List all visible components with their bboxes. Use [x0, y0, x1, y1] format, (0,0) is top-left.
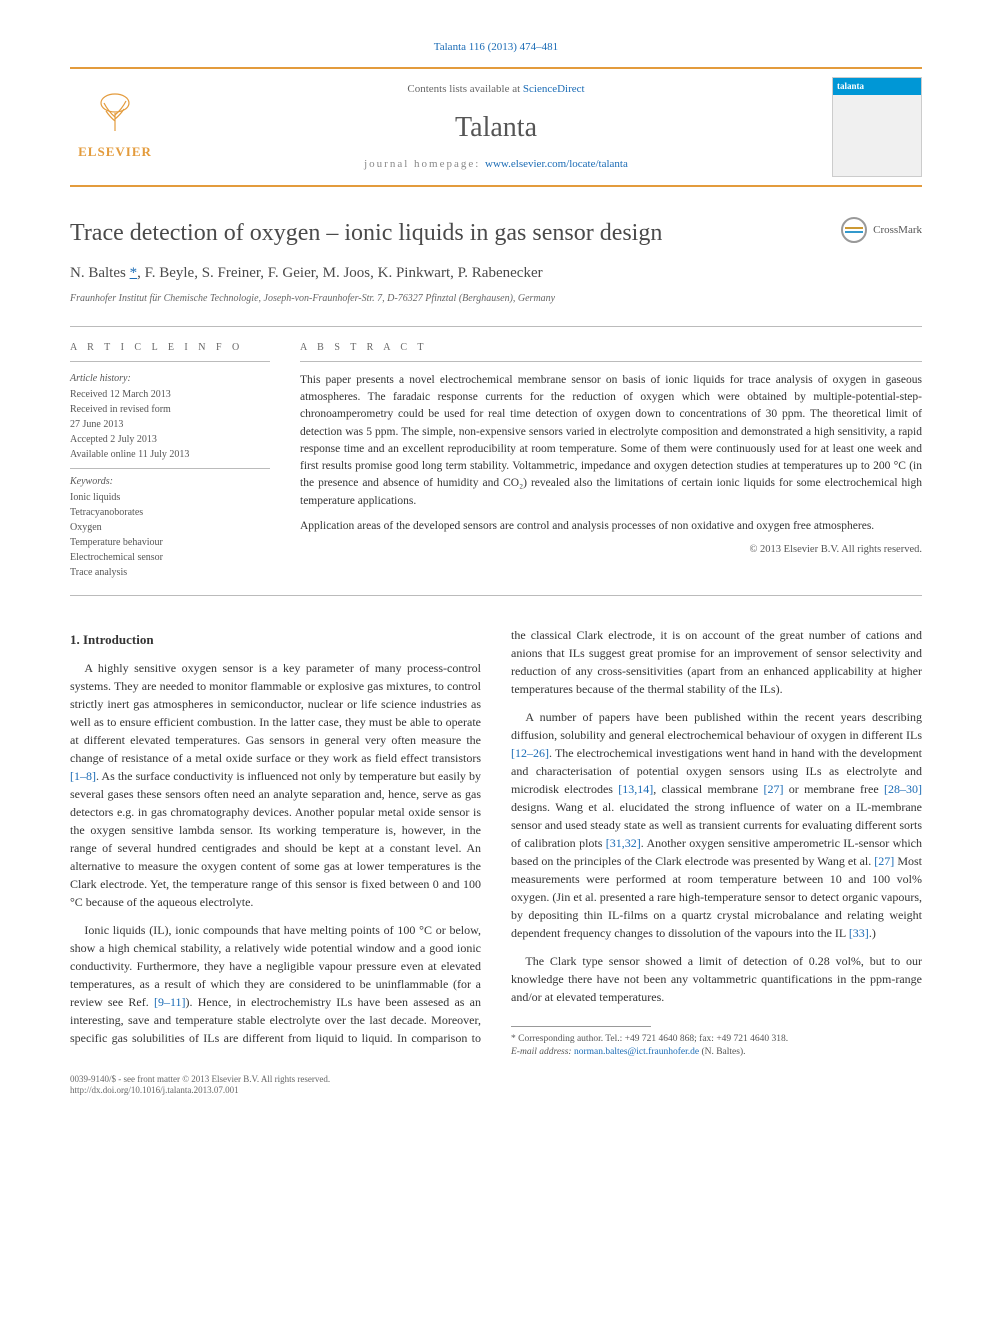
cover-thumbnail: talanta [832, 77, 922, 177]
section-heading-intro: 1. Introduction [70, 630, 481, 650]
journal-name: Talanta [160, 108, 832, 147]
meta-abstract-row: A R T I C L E I N F O Article history: R… [70, 326, 922, 596]
body-text: 1. Introduction A highly sensitive oxyge… [70, 626, 922, 1060]
homepage-prefix: journal homepage: [364, 158, 485, 170]
keyword: Electrochemical sensor [70, 551, 270, 565]
footnote-separator [511, 1026, 651, 1027]
front-matter-line: 0039-9140/$ - see front matter © 2013 El… [70, 1074, 922, 1086]
publisher-name: ELSEVIER [70, 143, 160, 161]
ref-link[interactable]: [31,32] [606, 836, 641, 850]
body-para: A highly sensitive oxygen sensor is a ke… [70, 659, 481, 911]
body-text-span: or membrane free [783, 782, 884, 796]
history-label: Article history: [70, 372, 270, 386]
crossmark-badge[interactable]: CrossMark [841, 217, 922, 243]
contents-line: Contents lists available at ScienceDirec… [160, 82, 832, 97]
history-line: Available online 11 July 2013 [70, 448, 270, 462]
homepage-line: journal homepage: www.elsevier.com/locat… [160, 157, 832, 172]
paper-title: Trace detection of oxygen – ionic liquid… [70, 217, 821, 251]
email-link[interactable]: norman.baltes@ict.fraunhofer.de [574, 1047, 699, 1057]
author-primary: N. Baltes [70, 265, 130, 281]
sciencedirect-link[interactable]: ScienceDirect [523, 83, 585, 95]
footnote-corr: * Corresponding author. Tel.: +49 721 46… [511, 1033, 922, 1046]
ref-link[interactable]: [1–8] [70, 769, 96, 783]
ref-link[interactable]: [9–11] [154, 995, 186, 1009]
keyword: Ionic liquids [70, 491, 270, 505]
abstract: A B S T R A C T This paper presents a no… [300, 341, 922, 581]
abstract-copyright: © 2013 Elsevier B.V. All rights reserved… [300, 543, 922, 558]
homepage-link[interactable]: www.elsevier.com/locate/talanta [485, 158, 628, 170]
body-para: A number of papers have been published w… [511, 708, 922, 942]
body-text-span: A highly sensitive oxygen sensor is a ke… [70, 661, 481, 765]
doi-line: http://dx.doi.org/10.1016/j.talanta.2013… [70, 1085, 922, 1097]
banner-center: Contents lists available at ScienceDirec… [160, 82, 832, 172]
abstract-p2: Application areas of the developed senso… [300, 518, 922, 535]
body-text-span: A number of papers have been published w… [511, 710, 922, 742]
crossmark-icon [841, 217, 867, 243]
article-info-heading: A R T I C L E I N F O [70, 341, 270, 362]
elsevier-tree-icon [70, 93, 160, 139]
header-citation: Talanta 116 (2013) 474–481 [70, 40, 922, 55]
ref-link[interactable]: [28–30] [884, 782, 922, 796]
corresponding-marker[interactable]: * [130, 265, 138, 281]
journal-cover: talanta [832, 77, 922, 177]
affiliation: Fraunhofer Institut für Chemische Techno… [70, 292, 922, 306]
body-text-span: , classical membrane [653, 782, 763, 796]
body-text-span: .) [869, 926, 876, 940]
cover-brand-label: talanta [833, 78, 921, 95]
author-list: N. Baltes *, F. Beyle, S. Freiner, F. Ge… [70, 263, 922, 284]
history-line: Received 12 March 2013 [70, 388, 270, 402]
crossmark-label: CrossMark [873, 223, 922, 238]
corresponding-footnote: * Corresponding author. Tel.: +49 721 46… [511, 1033, 922, 1060]
ref-link[interactable]: [27] [763, 782, 783, 796]
email-suffix: (N. Baltes). [699, 1047, 745, 1057]
journal-banner: ELSEVIER Contents lists available at Sci… [70, 67, 922, 187]
publisher-logo: ELSEVIER [70, 93, 160, 161]
abstract-heading: A B S T R A C T [300, 341, 922, 362]
history-line: Accepted 2 July 2013 [70, 433, 270, 447]
keyword: Trace analysis [70, 566, 270, 580]
authors-rest: , F. Beyle, S. Freiner, F. Geier, M. Joo… [137, 265, 543, 281]
abstract-p1: This paper presents a novel electrochemi… [300, 372, 922, 510]
ref-link[interactable]: [13,14] [618, 782, 653, 796]
ref-link[interactable]: [33] [849, 926, 869, 940]
footnote-email: E-mail address: norman.baltes@ict.fraunh… [511, 1046, 922, 1059]
article-info: A R T I C L E I N F O Article history: R… [70, 341, 270, 581]
bottom-meta: 0039-9140/$ - see front matter © 2013 El… [70, 1074, 922, 1097]
body-para: The Clark type sensor showed a limit of … [511, 952, 922, 1006]
ref-link[interactable]: [12–26] [511, 746, 549, 760]
ref-link[interactable]: [27] [874, 854, 894, 868]
email-label: E-mail address: [511, 1047, 574, 1057]
history-line: Received in revised form [70, 403, 270, 417]
keyword: Oxygen [70, 521, 270, 535]
title-row: Trace detection of oxygen – ionic liquid… [70, 217, 922, 251]
history-line: 27 June 2013 [70, 418, 270, 432]
keyword: Temperature behaviour [70, 536, 270, 550]
body-text-span: . As the surface conductivity is influen… [70, 769, 481, 909]
keywords-label: Keywords: [70, 468, 270, 489]
keyword: Tetracyanoborates [70, 506, 270, 520]
contents-prefix: Contents lists available at [407, 83, 522, 95]
